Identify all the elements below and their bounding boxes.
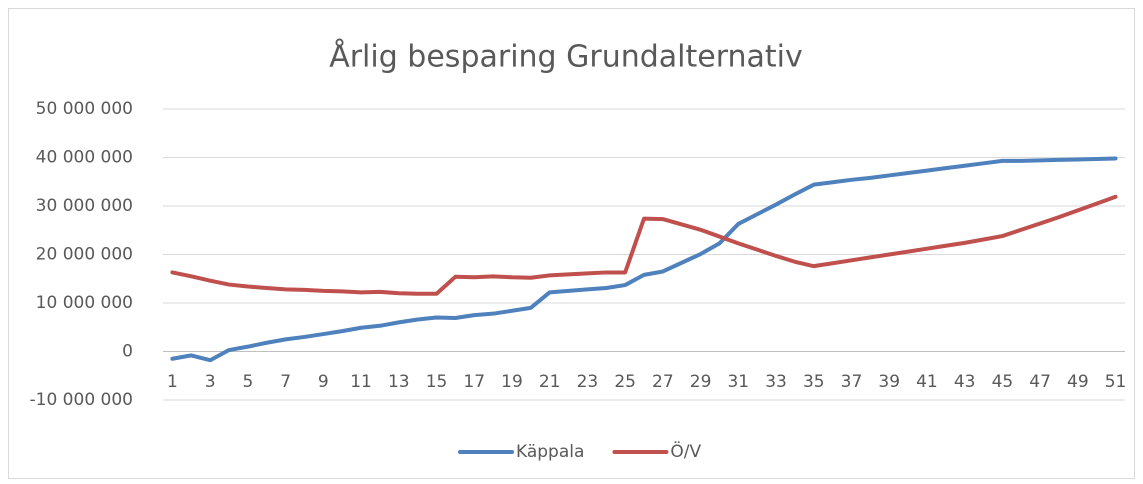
x-tick-label: 37 (841, 372, 863, 392)
y-tick-label: 20 000 000 (36, 245, 133, 265)
x-tick-label: 51 (1105, 372, 1127, 392)
x-tick-label: 43 (954, 372, 976, 392)
x-tick-label: 3 (205, 372, 216, 392)
legend-label: Käppala (516, 442, 584, 462)
x-tick-label: 33 (765, 372, 787, 392)
series-line (170, 156, 1118, 363)
x-tick-label: 29 (690, 372, 712, 392)
x-tick-label: 39 (878, 372, 900, 392)
x-tick-label: 45 (992, 372, 1014, 392)
x-tick-label: 49 (1067, 372, 1089, 392)
x-tick-label: 11 (350, 372, 372, 392)
y-tick-label: 30 000 000 (36, 196, 133, 216)
x-tick-label: 17 (463, 372, 485, 392)
y-tick-label: -10 000 000 (30, 390, 133, 410)
chart-title: Årlig besparing Grundalternativ (329, 39, 803, 75)
x-tick-label: 21 (539, 372, 561, 392)
y-tick-label: 40 000 000 (36, 148, 133, 168)
y-tick-label: 0 (122, 342, 133, 362)
x-tick-label: 15 (426, 372, 448, 392)
y-tick-label: 10 000 000 (36, 293, 133, 313)
x-tick-label: 1 (167, 372, 178, 392)
legend-label: Ö/V (670, 440, 701, 462)
x-tick-label: 27 (652, 372, 674, 392)
x-tick-label: 41 (916, 372, 938, 392)
x-tick-label: 5 (242, 372, 253, 392)
x-tick-label: 23 (577, 372, 599, 392)
series-line (170, 194, 1118, 296)
x-tick-label: 31 (727, 372, 749, 392)
x-tick-label: 7 (280, 372, 291, 392)
y-tick-label: 50 000 000 (36, 99, 133, 119)
x-tick-label: 19 (501, 372, 523, 392)
x-tick-label: 47 (1029, 372, 1051, 392)
x-tick-label: 9 (318, 372, 329, 392)
x-tick-label: 35 (803, 372, 825, 392)
x-tick-label: 13 (388, 372, 410, 392)
x-tick-label: 25 (614, 372, 636, 392)
